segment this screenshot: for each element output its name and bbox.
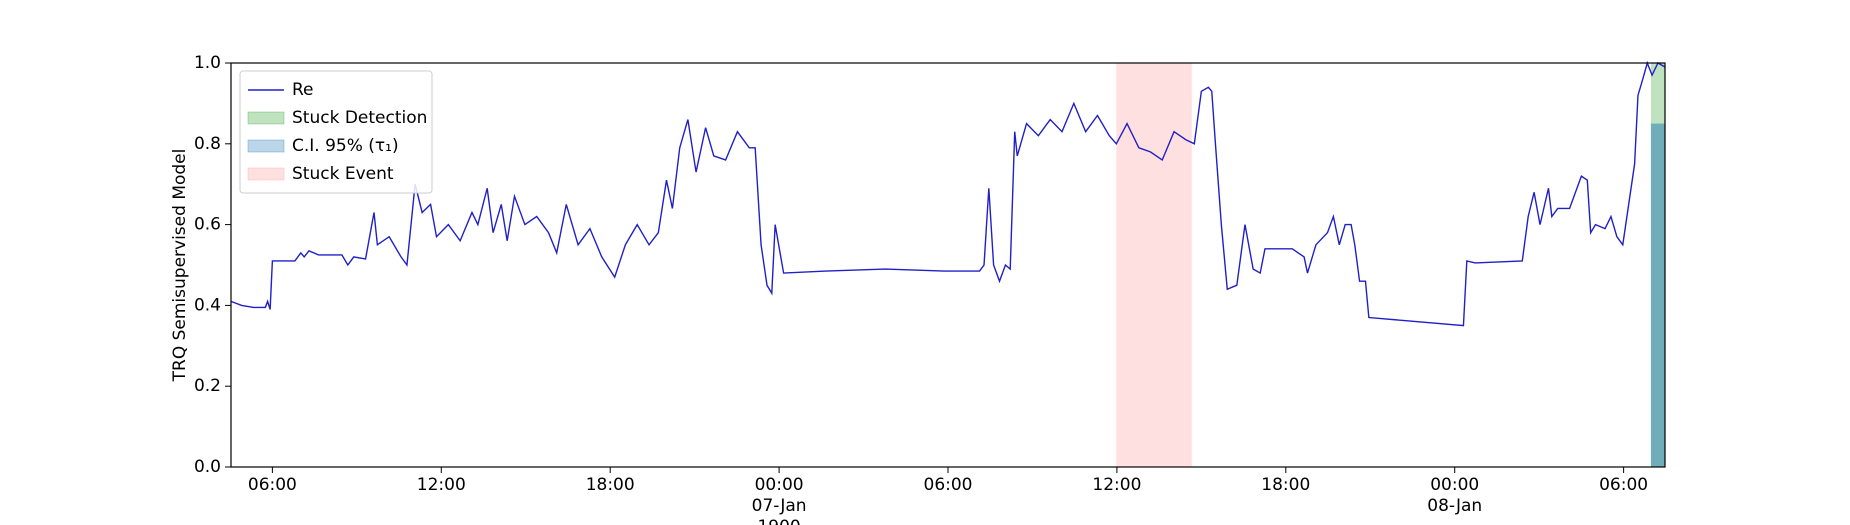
- x-tick-label: 06:00: [1599, 475, 1648, 495]
- x-tick-label: 12:00: [1092, 475, 1141, 495]
- x-tick-label: 00:00: [755, 475, 804, 495]
- x-tick-label: 06:00: [248, 475, 297, 495]
- legend-label: C.I. 95% (τ₁): [292, 136, 399, 156]
- x-date-label: 07-Jan: [752, 496, 807, 516]
- legend-swatch: [247, 139, 285, 153]
- legend-box: [239, 70, 433, 194]
- y-axis-label: TRQ Semisupervised Model: [170, 149, 190, 383]
- x-tick-label: 18:00: [586, 475, 635, 495]
- y-tick-label: 0.2: [194, 376, 221, 396]
- y-tick-label: 0.4: [194, 295, 221, 315]
- x-tick-label: 00:00: [1430, 475, 1479, 495]
- plot-frame: [230, 62, 1666, 468]
- legend-label: Re: [292, 80, 314, 100]
- x-tick-label: 18:00: [1261, 475, 1310, 495]
- span: [1650, 123, 1665, 467]
- legend-label: Stuck Detection: [292, 108, 427, 128]
- y-tick-label: 0.6: [194, 215, 221, 235]
- span: [1116, 63, 1192, 467]
- x-date-label: 08-Jan: [1427, 496, 1482, 516]
- y-tick-label: 0.8: [194, 134, 221, 154]
- legend-label: Stuck Event: [292, 164, 394, 184]
- legend: Re Stuck Detection C.I. 95% (τ₁) Stuck Even…: [239, 70, 433, 194]
- y-tick-label: 0.0: [194, 457, 221, 477]
- y-tick-label: 1.0: [194, 53, 221, 73]
- series-line: [230, 60, 1666, 327]
- legend-swatch: [247, 167, 285, 181]
- x-year-label: 1900: [757, 517, 800, 525]
- legend-swatch: [247, 111, 285, 125]
- x-tick-label: 12:00: [417, 475, 466, 495]
- x-tick-label: 06:00: [924, 475, 973, 495]
